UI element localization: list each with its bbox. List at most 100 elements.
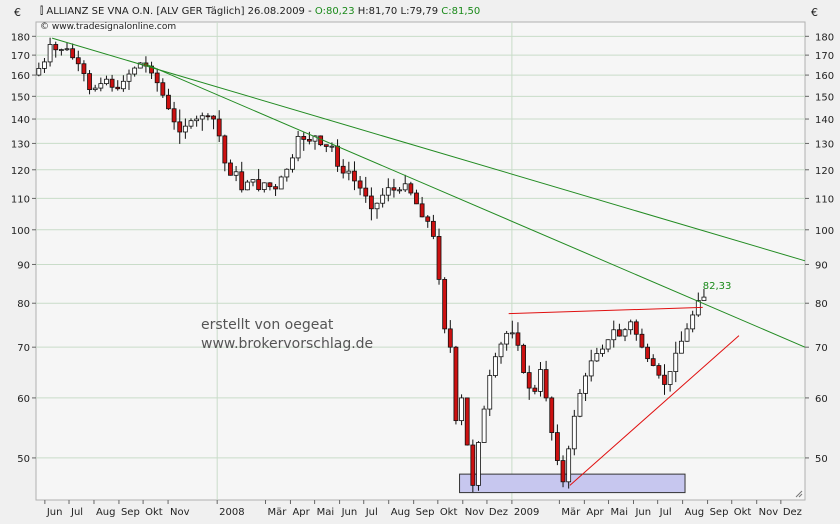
- candle-up: [278, 176, 284, 190]
- y-tick-label: 50: [815, 454, 828, 465]
- resize-grip-icon[interactable]: [795, 490, 803, 498]
- x-tick-label: Apr: [292, 507, 310, 518]
- candle-up: [459, 397, 464, 422]
- candle-down: [408, 183, 414, 194]
- candle-up: [290, 157, 295, 170]
- x-tick-label: Jul: [70, 507, 83, 518]
- candle-down: [526, 372, 532, 389]
- candle-up: [684, 328, 690, 342]
- y-tick-label: 140: [815, 115, 834, 126]
- candle-down: [442, 279, 448, 330]
- trend-lines: [51, 37, 806, 486]
- candle-down: [75, 57, 81, 65]
- candle-up: [346, 170, 352, 174]
- candle-up: [566, 448, 572, 483]
- x-tick-label: Jun: [341, 507, 358, 518]
- candle-up: [188, 120, 194, 127]
- candle-down: [216, 118, 222, 137]
- candle-up: [58, 49, 64, 51]
- candle-up: [571, 415, 577, 450]
- candle-down: [335, 145, 340, 167]
- y-tick-label: 60: [17, 394, 30, 405]
- candle-down: [256, 179, 262, 190]
- x-tick-label: Aug: [685, 507, 705, 518]
- candle-down: [205, 115, 211, 118]
- y-tick-label: 70: [17, 343, 30, 354]
- candle-up: [199, 115, 205, 120]
- candle-down: [87, 73, 92, 91]
- plot-area: [35, 21, 806, 501]
- candle-down: [521, 344, 526, 373]
- candle-up: [104, 78, 109, 85]
- candle-up: [509, 332, 515, 335]
- candle-up: [244, 181, 250, 191]
- resistance-line: [508, 306, 703, 315]
- candle-down: [363, 187, 369, 197]
- x-axis: Jun Jul Aug Sep Okt Nov 2008 Mär Apr Mai Jun Jul Aug…: [44, 500, 802, 518]
- candle-down: [368, 195, 374, 210]
- candle-up: [577, 392, 583, 417]
- instrument-icon: ⫿: [40, 5, 46, 17]
- candle-up: [538, 369, 543, 392]
- open-value: O:80,23: [315, 6, 355, 17]
- x-tick-label: Nov: [170, 507, 190, 518]
- support-rising-line: [569, 335, 740, 486]
- candle-down: [171, 108, 177, 123]
- candle-up: [690, 314, 696, 330]
- candle-down: [447, 328, 453, 348]
- y-axis-left: 50 60 70 80 90 100 110 120 130 140 150 160 170 180: [11, 32, 36, 465]
- y-tick-label: 160: [11, 71, 30, 82]
- candle-down: [154, 72, 160, 84]
- x-tick-label: Jun: [46, 507, 63, 518]
- candle-down: [543, 369, 549, 399]
- currency-label-right: €: [811, 6, 818, 19]
- candle-down: [470, 444, 476, 486]
- grid-lines: [36, 22, 805, 500]
- candle-down: [414, 192, 419, 205]
- candle-down: [222, 135, 228, 164]
- chart-title: ⫿ ALLIANZ SE VNA O.N. [ALV GER Täglich] …: [40, 5, 480, 17]
- candle-down: [306, 138, 312, 142]
- y-tick-label: 180: [11, 32, 30, 43]
- candle-down: [70, 48, 76, 59]
- candle-down: [464, 397, 470, 446]
- x-tick-label: Okt: [734, 507, 752, 518]
- lower-trendline: [142, 62, 806, 348]
- candle-down: [115, 86, 121, 90]
- candle-up: [504, 332, 510, 345]
- y-tick-label: 70: [815, 343, 828, 354]
- x-tick-label: Okt: [440, 507, 458, 518]
- y-tick-label: 60: [815, 394, 828, 405]
- candle-up: [701, 296, 707, 301]
- x-tick-label: Jul: [365, 507, 378, 518]
- candle-up: [36, 68, 42, 76]
- currency-label-left: €: [14, 6, 21, 19]
- x-tick-label: Aug: [391, 507, 411, 518]
- candle-up: [132, 67, 138, 75]
- high-value: H:81,70: [358, 6, 398, 17]
- candle-up: [476, 442, 481, 486]
- x-tick-label: Sep: [416, 507, 435, 518]
- candle-up: [47, 44, 53, 63]
- y-tick-label: 150: [815, 92, 834, 103]
- x-tick-label: Sep: [710, 507, 729, 518]
- title-text: ALLIANZ SE VNA O.N. [ALV GER Täglich] 26…: [46, 6, 315, 17]
- candle-up: [120, 80, 126, 90]
- candle-down: [453, 346, 459, 422]
- candle-down: [549, 397, 555, 433]
- candle-down: [273, 186, 278, 190]
- candle-up: [42, 61, 47, 69]
- candle-up: [583, 375, 588, 394]
- candle-down: [228, 162, 233, 176]
- candle-down: [419, 203, 425, 218]
- y-tick-label: 130: [815, 139, 834, 150]
- x-tick-label: Mai: [317, 507, 335, 518]
- candle-down: [656, 365, 662, 376]
- candle-down: [639, 333, 645, 348]
- candle-up: [678, 340, 684, 354]
- candle-down: [323, 144, 329, 147]
- candle-up: [628, 321, 634, 331]
- x-tick-label: Nov: [759, 507, 779, 518]
- candle-up: [126, 73, 132, 82]
